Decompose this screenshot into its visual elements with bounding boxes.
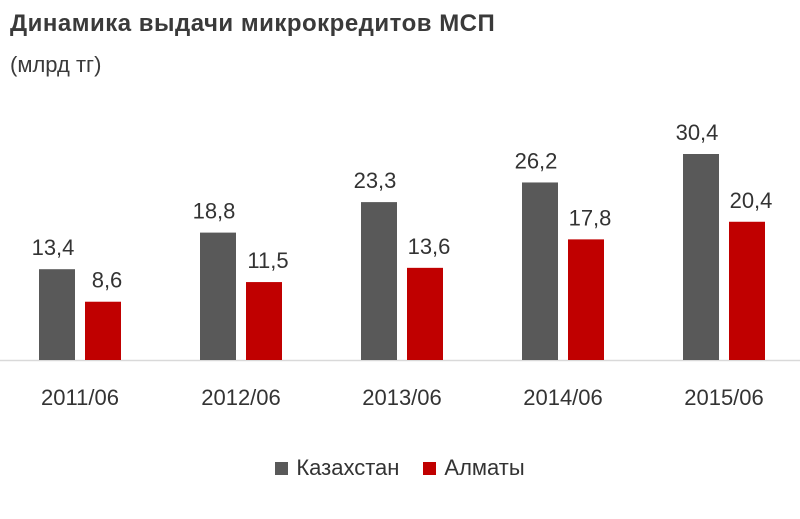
bar-kazakhstan-2015-06 [683,154,719,360]
bar-almaty-2011-06 [85,301,121,360]
bar-almaty-2014-06 [568,239,604,360]
bar-chart: 13,4 8,6 2011/06 18,8 11,5 2012/06 23,3 13,6 201… [0,120,800,410]
bar-kazakhstan-2011-06 [39,269,75,360]
bar-almaty-2012-06 [246,282,282,360]
x-tick-label-2014-06: 2014/06 [523,385,603,410]
data-label-almaty-2012-06: 11,5 [247,248,288,273]
chart-legend: Казахстан Алматы [0,455,800,481]
x-tick-label-2013-06: 2013/06 [362,385,442,410]
chart-title: Динамика выдачи микрокредитов МСП [10,10,496,37]
legend-swatch-kazakhstan [275,461,289,475]
data-label-almaty-2015-06: 20,4 [730,188,773,213]
data-label-kazakhstan-2014-06: 26,2 [515,148,558,173]
legend-item-almaty: Алматы [423,455,525,481]
data-label-kazakhstan-2015-06: 30,4 [676,120,719,145]
data-label-kazakhstan-2012-06: 18,8 [193,199,236,224]
chart-subtitle: (млрд тг) [10,52,102,77]
data-label-kazakhstan-2013-06: 23,3 [354,168,397,193]
x-tick-label-2011-06: 2011/06 [41,385,119,410]
data-label-almaty-2011-06: 8,6 [92,268,123,293]
bar-almaty-2013-06 [407,267,443,360]
data-label-almaty-2014-06: 17,8 [569,205,612,230]
legend-label-kazakhstan: Казахстан [296,455,400,480]
bar-kazakhstan-2013-06 [361,202,397,360]
x-tick-label-2015-06: 2015/06 [684,385,764,410]
legend-item-kazakhstan: Казахстан [275,455,399,481]
x-tick-label-2012-06: 2012/06 [201,385,281,410]
legend-label-almaty: Алматы [444,455,525,480]
data-label-kazakhstan-2011-06: 13,4 [32,235,75,260]
bar-kazakhstan-2012-06 [200,232,236,360]
bar-almaty-2015-06 [729,221,765,360]
bar-kazakhstan-2014-06 [522,182,558,360]
data-label-almaty-2013-06: 13,6 [408,234,451,259]
legend-swatch-almaty [423,461,437,475]
